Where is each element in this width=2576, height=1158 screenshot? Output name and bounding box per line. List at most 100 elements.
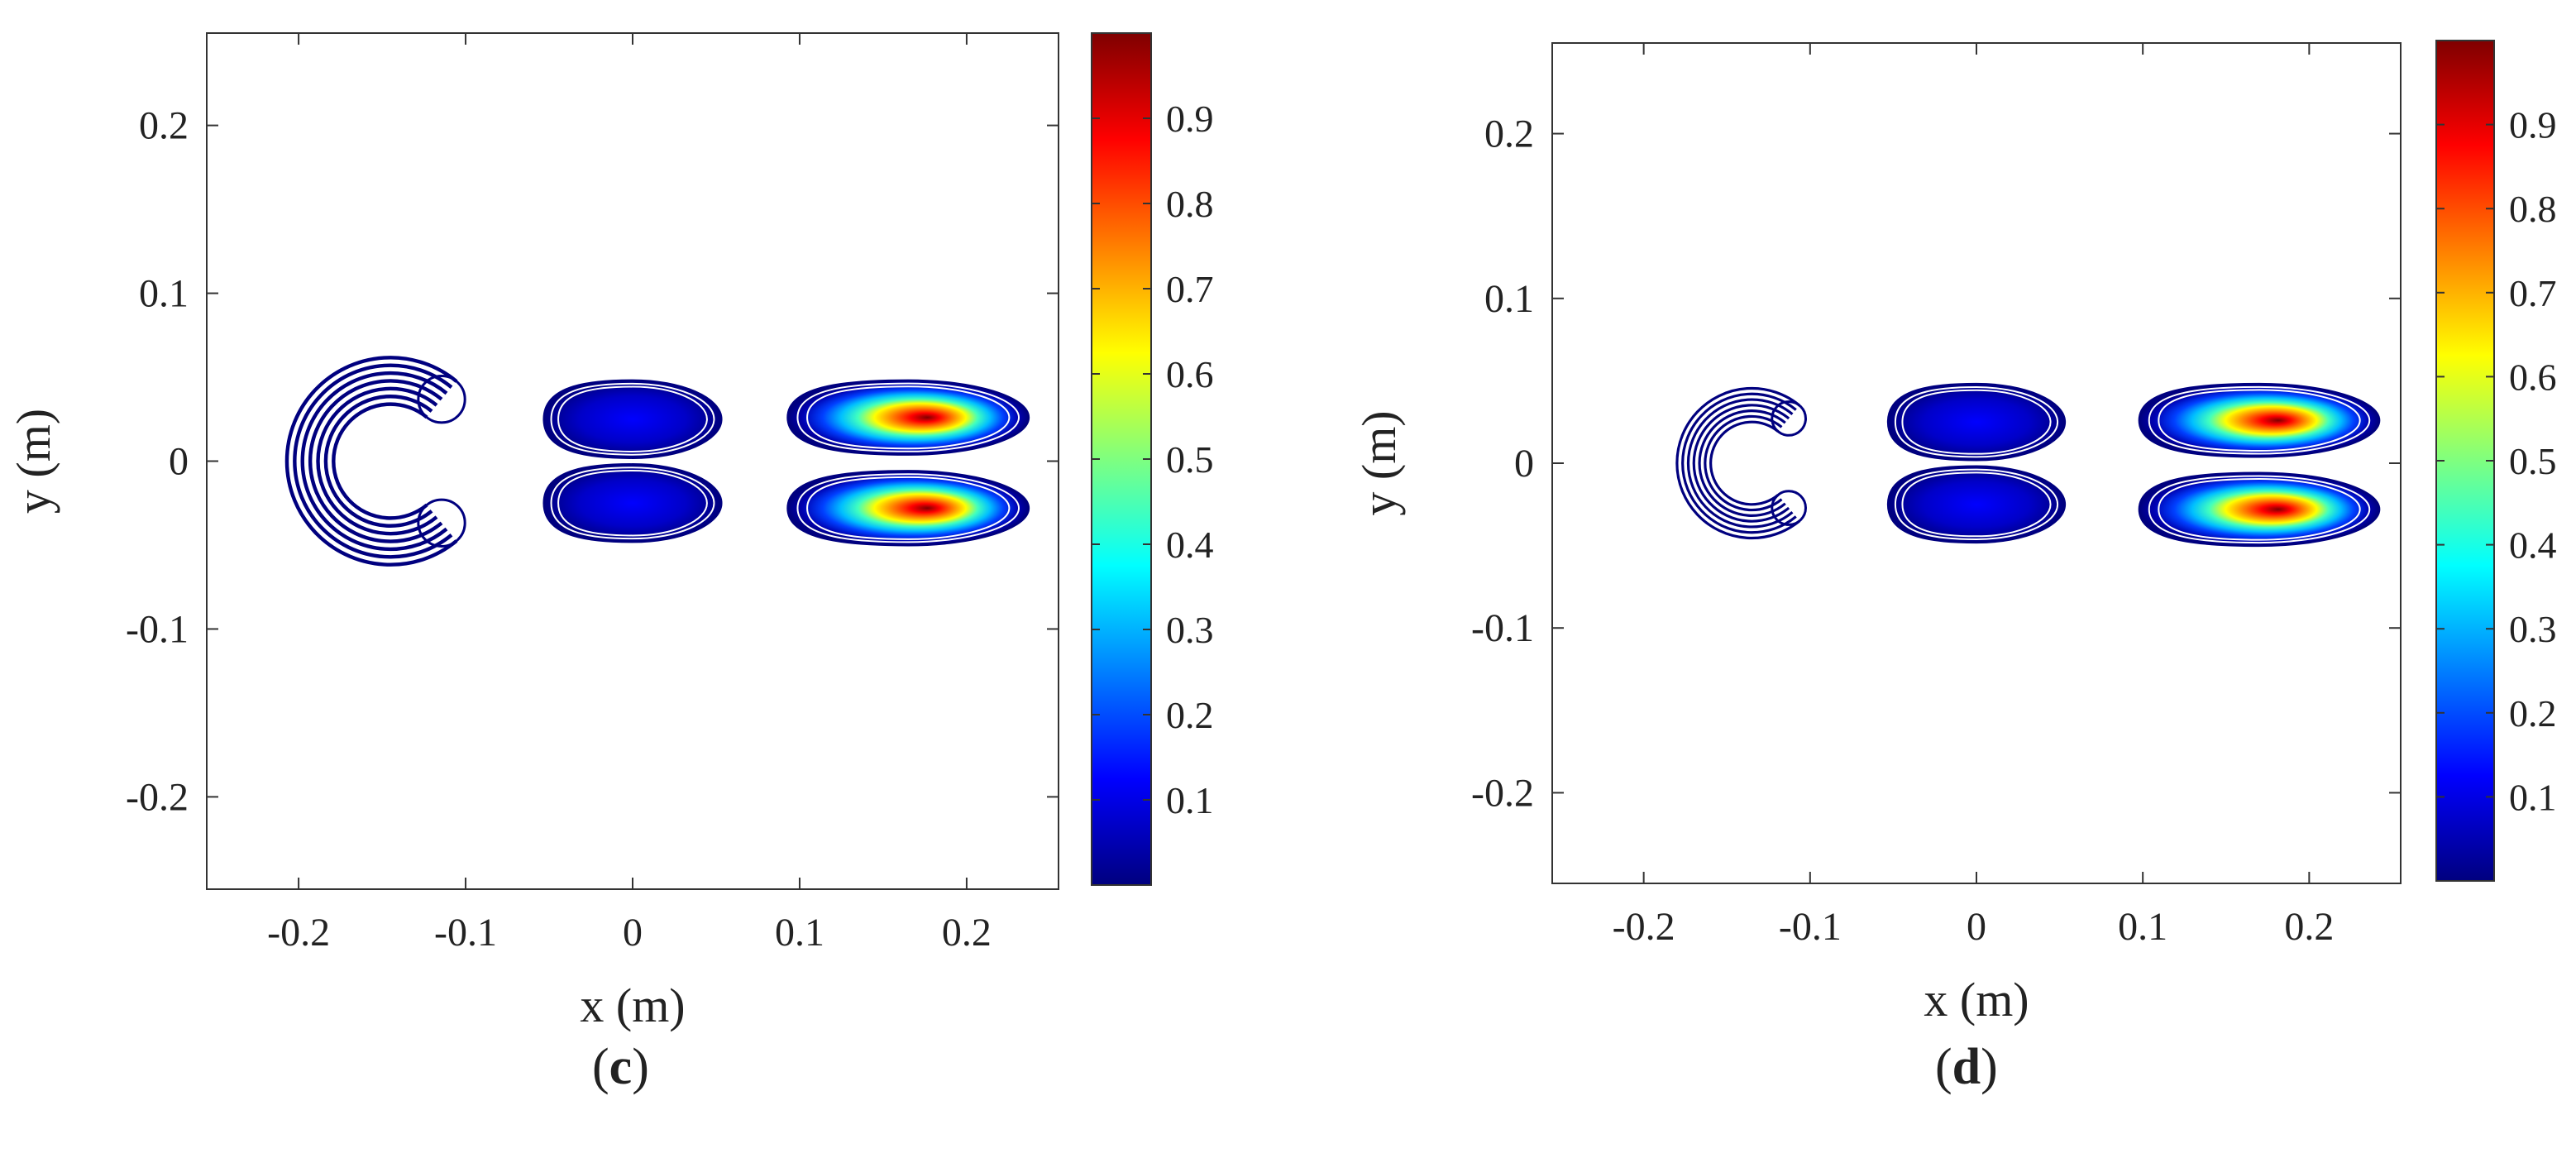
colorbar-tick-label: 0.3	[1166, 609, 1214, 651]
panel-label-c: (c)	[592, 1039, 649, 1095]
lobe-fill	[786, 379, 1030, 456]
x-tick-label: 0.1	[2118, 905, 2167, 949]
lobe-fill	[1886, 382, 2067, 462]
y-tick-label: 0	[169, 440, 189, 484]
colorbar-tick-label: 0.5	[2509, 440, 2557, 482]
contour-arc	[316, 386, 438, 536]
contour-arc	[1686, 398, 1794, 529]
contour-arc	[293, 363, 453, 559]
x-axis-label: x (m)	[1924, 973, 2029, 1026]
contour-ring	[1901, 389, 2052, 455]
panel-d: -0.2 -0.1 0 0.1 0.2 -0.2 -0.1 0 0.1 0.2 x (m) y (m)…	[1352, 40, 2557, 1026]
y-axis-label: y (m)	[7, 409, 60, 514]
contour-ring	[2158, 389, 2361, 452]
contour-arc	[1692, 404, 1790, 523]
contour-tip	[1771, 490, 1808, 526]
colorbar-tick-label: 0.1	[2509, 776, 2557, 818]
contour-arc	[300, 371, 448, 552]
contour-arc	[1675, 386, 1801, 540]
region-hot-lobe	[786, 379, 1030, 456]
contour-ring	[2158, 477, 2361, 541]
contour-ring	[2148, 385, 2371, 455]
region-hot-lobe	[2138, 471, 2381, 548]
contour-ring	[557, 385, 708, 452]
contour-arc	[1709, 420, 1780, 506]
lobe-fill	[542, 463, 723, 543]
contour-ring	[550, 467, 715, 540]
colorbar-tick-label: 0.7	[2509, 272, 2557, 314]
colorbar	[1091, 32, 1152, 886]
contour-arc	[1681, 392, 1797, 534]
contour-arc	[323, 395, 433, 528]
contour-ring	[796, 382, 1020, 452]
lobe-fill	[786, 470, 1030, 547]
contour-ring	[796, 473, 1020, 543]
y-tick-label: 0.2	[1484, 112, 1534, 156]
colorbar-tick-label: 0.3	[2509, 608, 2557, 650]
colorbar-tick-label: 0.2	[1166, 694, 1214, 736]
contour-ring	[557, 470, 708, 537]
region-c-shape	[284, 356, 466, 567]
colorbar-tick-label: 0.9	[1166, 98, 1214, 140]
panel-label-d: (d)	[1935, 1039, 1998, 1095]
x-tick-label: -0.2	[1613, 905, 1675, 949]
y-tick-label: 0.1	[139, 272, 189, 316]
x-tick-label: -0.1	[434, 911, 497, 955]
region-hot-lobe	[786, 470, 1030, 547]
y-tick-label: 0	[1514, 442, 1534, 486]
contour-tip	[417, 375, 466, 424]
contour-arc	[284, 356, 458, 567]
contour-ring	[806, 476, 1011, 540]
region-cool-lobe	[542, 463, 723, 543]
colorbar-tick-label: 0.5	[1166, 438, 1214, 481]
colorbar-tick-label: 0.1	[1166, 779, 1214, 821]
contour-arc	[308, 379, 443, 543]
lobe-fill	[542, 379, 723, 459]
x-tick-label: 0.2	[2284, 905, 2334, 949]
contour-ring	[1894, 468, 2059, 540]
contour-ring	[806, 385, 1011, 450]
colorbar	[2435, 40, 2495, 882]
contour-arc	[1698, 409, 1786, 517]
x-tick-label: -0.1	[1779, 905, 1842, 949]
y-tick-label: -0.1	[126, 607, 189, 651]
x-tick-label: -0.2	[267, 911, 330, 955]
region-hot-lobe	[2138, 382, 2381, 458]
contour-tip	[1771, 400, 1808, 437]
colorbar-tick-label: 0.8	[2509, 188, 2557, 230]
region-cool-lobe	[1886, 382, 2067, 462]
colorbar-tick-label: 0.8	[1166, 183, 1214, 225]
contour-arc	[332, 402, 428, 520]
contour-ring	[2148, 475, 2371, 544]
contour-ring	[550, 382, 715, 456]
contour-ring	[1901, 471, 2052, 538]
x-tick-label: 0	[1967, 905, 1986, 949]
x-tick-label: 0.2	[942, 911, 992, 955]
region-cool-lobe	[542, 379, 723, 459]
contour-arc	[1704, 414, 1783, 512]
y-tick-label: 0.2	[139, 104, 189, 148]
x-axis-label: x (m)	[580, 979, 685, 1032]
y-tick-label: -0.1	[1471, 606, 1534, 650]
contour-tip	[417, 498, 466, 548]
x-tick-label: 0	[623, 911, 643, 955]
contour-ring	[1894, 386, 2059, 458]
y-axis-label: y (m)	[1352, 410, 1406, 515]
lobe-fill	[2138, 382, 2381, 458]
colorbar-tick-label: 0.7	[1166, 268, 1214, 310]
colorbar-tick-label: 0.2	[2509, 692, 2557, 735]
y-tick-label: 0.1	[1484, 277, 1534, 321]
y-tick-label: -0.2	[126, 775, 189, 819]
colorbar-tick-label: 0.6	[2509, 356, 2557, 398]
plot-area	[206, 32, 1059, 890]
colorbar-tick-label: 0.4	[1166, 524, 1214, 566]
y-tick-label: -0.2	[1471, 771, 1534, 815]
panel-c: -0.2 -0.1 0 0.1 0.2 -0.2 -0.1 0 0.1 0.2 x (m) y (m)…	[7, 32, 1214, 1032]
lobe-fill	[1886, 465, 2067, 544]
region-cool-lobe	[1886, 465, 2067, 544]
colorbar-tick-label: 0.9	[2509, 104, 2557, 146]
x-tick-label: 0.1	[775, 911, 824, 955]
region-c-shape	[1675, 386, 1808, 540]
